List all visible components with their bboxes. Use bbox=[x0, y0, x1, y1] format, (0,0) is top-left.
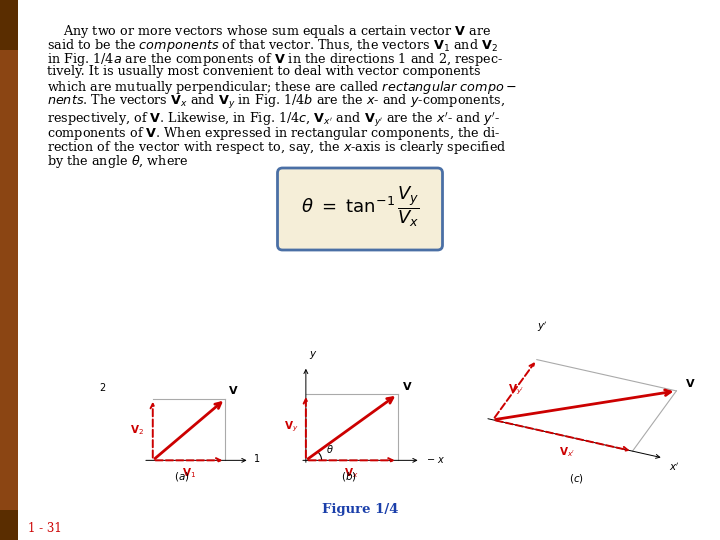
Text: $\mathbf{V}_{x'}$: $\mathbf{V}_{x'}$ bbox=[559, 445, 575, 458]
Text: $\mathbf{V}$: $\mathbf{V}$ bbox=[685, 376, 696, 389]
Text: by the angle $\it{\theta}$, where: by the angle $\it{\theta}$, where bbox=[47, 153, 189, 170]
Text: $\it{nents}$. The vectors $\mathbf{V}_x$ and $\mathbf{V}_y$ in Fig. 1/4$\it{b}$ : $\it{nents}$. The vectors $\mathbf{V}_x$… bbox=[47, 93, 505, 111]
Text: $(b)$: $(b)$ bbox=[341, 470, 356, 483]
Text: $\mathbf{V}_2$: $\mathbf{V}_2$ bbox=[130, 423, 144, 436]
Text: $y$: $y$ bbox=[309, 349, 318, 361]
Text: $(a)$: $(a)$ bbox=[174, 470, 189, 483]
Text: $\mathbf{V}_y$: $\mathbf{V}_y$ bbox=[284, 420, 299, 435]
Text: tively. It is usually most convenient to deal with vector components: tively. It is usually most convenient to… bbox=[47, 65, 480, 78]
FancyBboxPatch shape bbox=[0, 510, 18, 540]
Text: $\theta\ =\ \tan^{-1}\dfrac{V_y}{V_x}$: $\theta\ =\ \tan^{-1}\dfrac{V_y}{V_x}$ bbox=[301, 185, 419, 229]
FancyBboxPatch shape bbox=[277, 168, 443, 250]
Text: rection of the vector with respect to, say, the $\it{x}$-axis is clearly specifi: rection of the vector with respect to, s… bbox=[47, 139, 506, 156]
Text: said to be the $\it{components}$ of that vector. Thus, the vectors $\mathbf{V}_1: said to be the $\it{components}$ of that… bbox=[47, 37, 498, 54]
Text: components of $\mathbf{V}$. When expressed in rectangular components, the di-: components of $\mathbf{V}$. When express… bbox=[47, 125, 500, 142]
Text: $\mathbf{V}$: $\mathbf{V}$ bbox=[402, 380, 413, 392]
Text: $(c)$: $(c)$ bbox=[569, 472, 584, 485]
Text: Figure 1/4: Figure 1/4 bbox=[322, 503, 398, 516]
Text: $\mathbf{V}$: $\mathbf{V}$ bbox=[228, 384, 239, 396]
Text: 1: 1 bbox=[254, 454, 261, 464]
Text: $\mathbf{V}_{y'}$: $\mathbf{V}_{y'}$ bbox=[508, 382, 524, 397]
Text: which are mutually perpendicular; these are called $\it{rectangular\ compo-}$: which are mutually perpendicular; these … bbox=[47, 79, 517, 96]
Text: in Fig. 1/4$\it{a}$ are the components of $\mathbf{V}$ in the directions 1 and 2: in Fig. 1/4$\it{a}$ are the components o… bbox=[47, 51, 503, 68]
Text: 1 - 31: 1 - 31 bbox=[28, 522, 62, 535]
Text: $\theta$: $\theta$ bbox=[326, 443, 333, 455]
Text: respectively, of $\mathbf{V}$. Likewise, in Fig. 1/4$\it{c}$, $\mathbf{V}_{x'}$ : respectively, of $\mathbf{V}$. Likewise,… bbox=[47, 111, 500, 130]
Text: $\mathbf{V}_1$: $\mathbf{V}_1$ bbox=[182, 466, 196, 480]
Text: $y'$: $y'$ bbox=[538, 320, 549, 334]
Text: $-\ x$: $-\ x$ bbox=[426, 455, 446, 465]
FancyBboxPatch shape bbox=[0, 0, 18, 50]
Text: $\mathbf{V}_x$: $\mathbf{V}_x$ bbox=[344, 467, 359, 480]
Text: $x'$: $x'$ bbox=[669, 461, 680, 473]
Text: 2: 2 bbox=[99, 383, 105, 393]
FancyBboxPatch shape bbox=[0, 0, 18, 540]
Text: Any two or more vectors whose sum equals a certain vector $\mathbf{V}$ are: Any two or more vectors whose sum equals… bbox=[47, 23, 491, 40]
